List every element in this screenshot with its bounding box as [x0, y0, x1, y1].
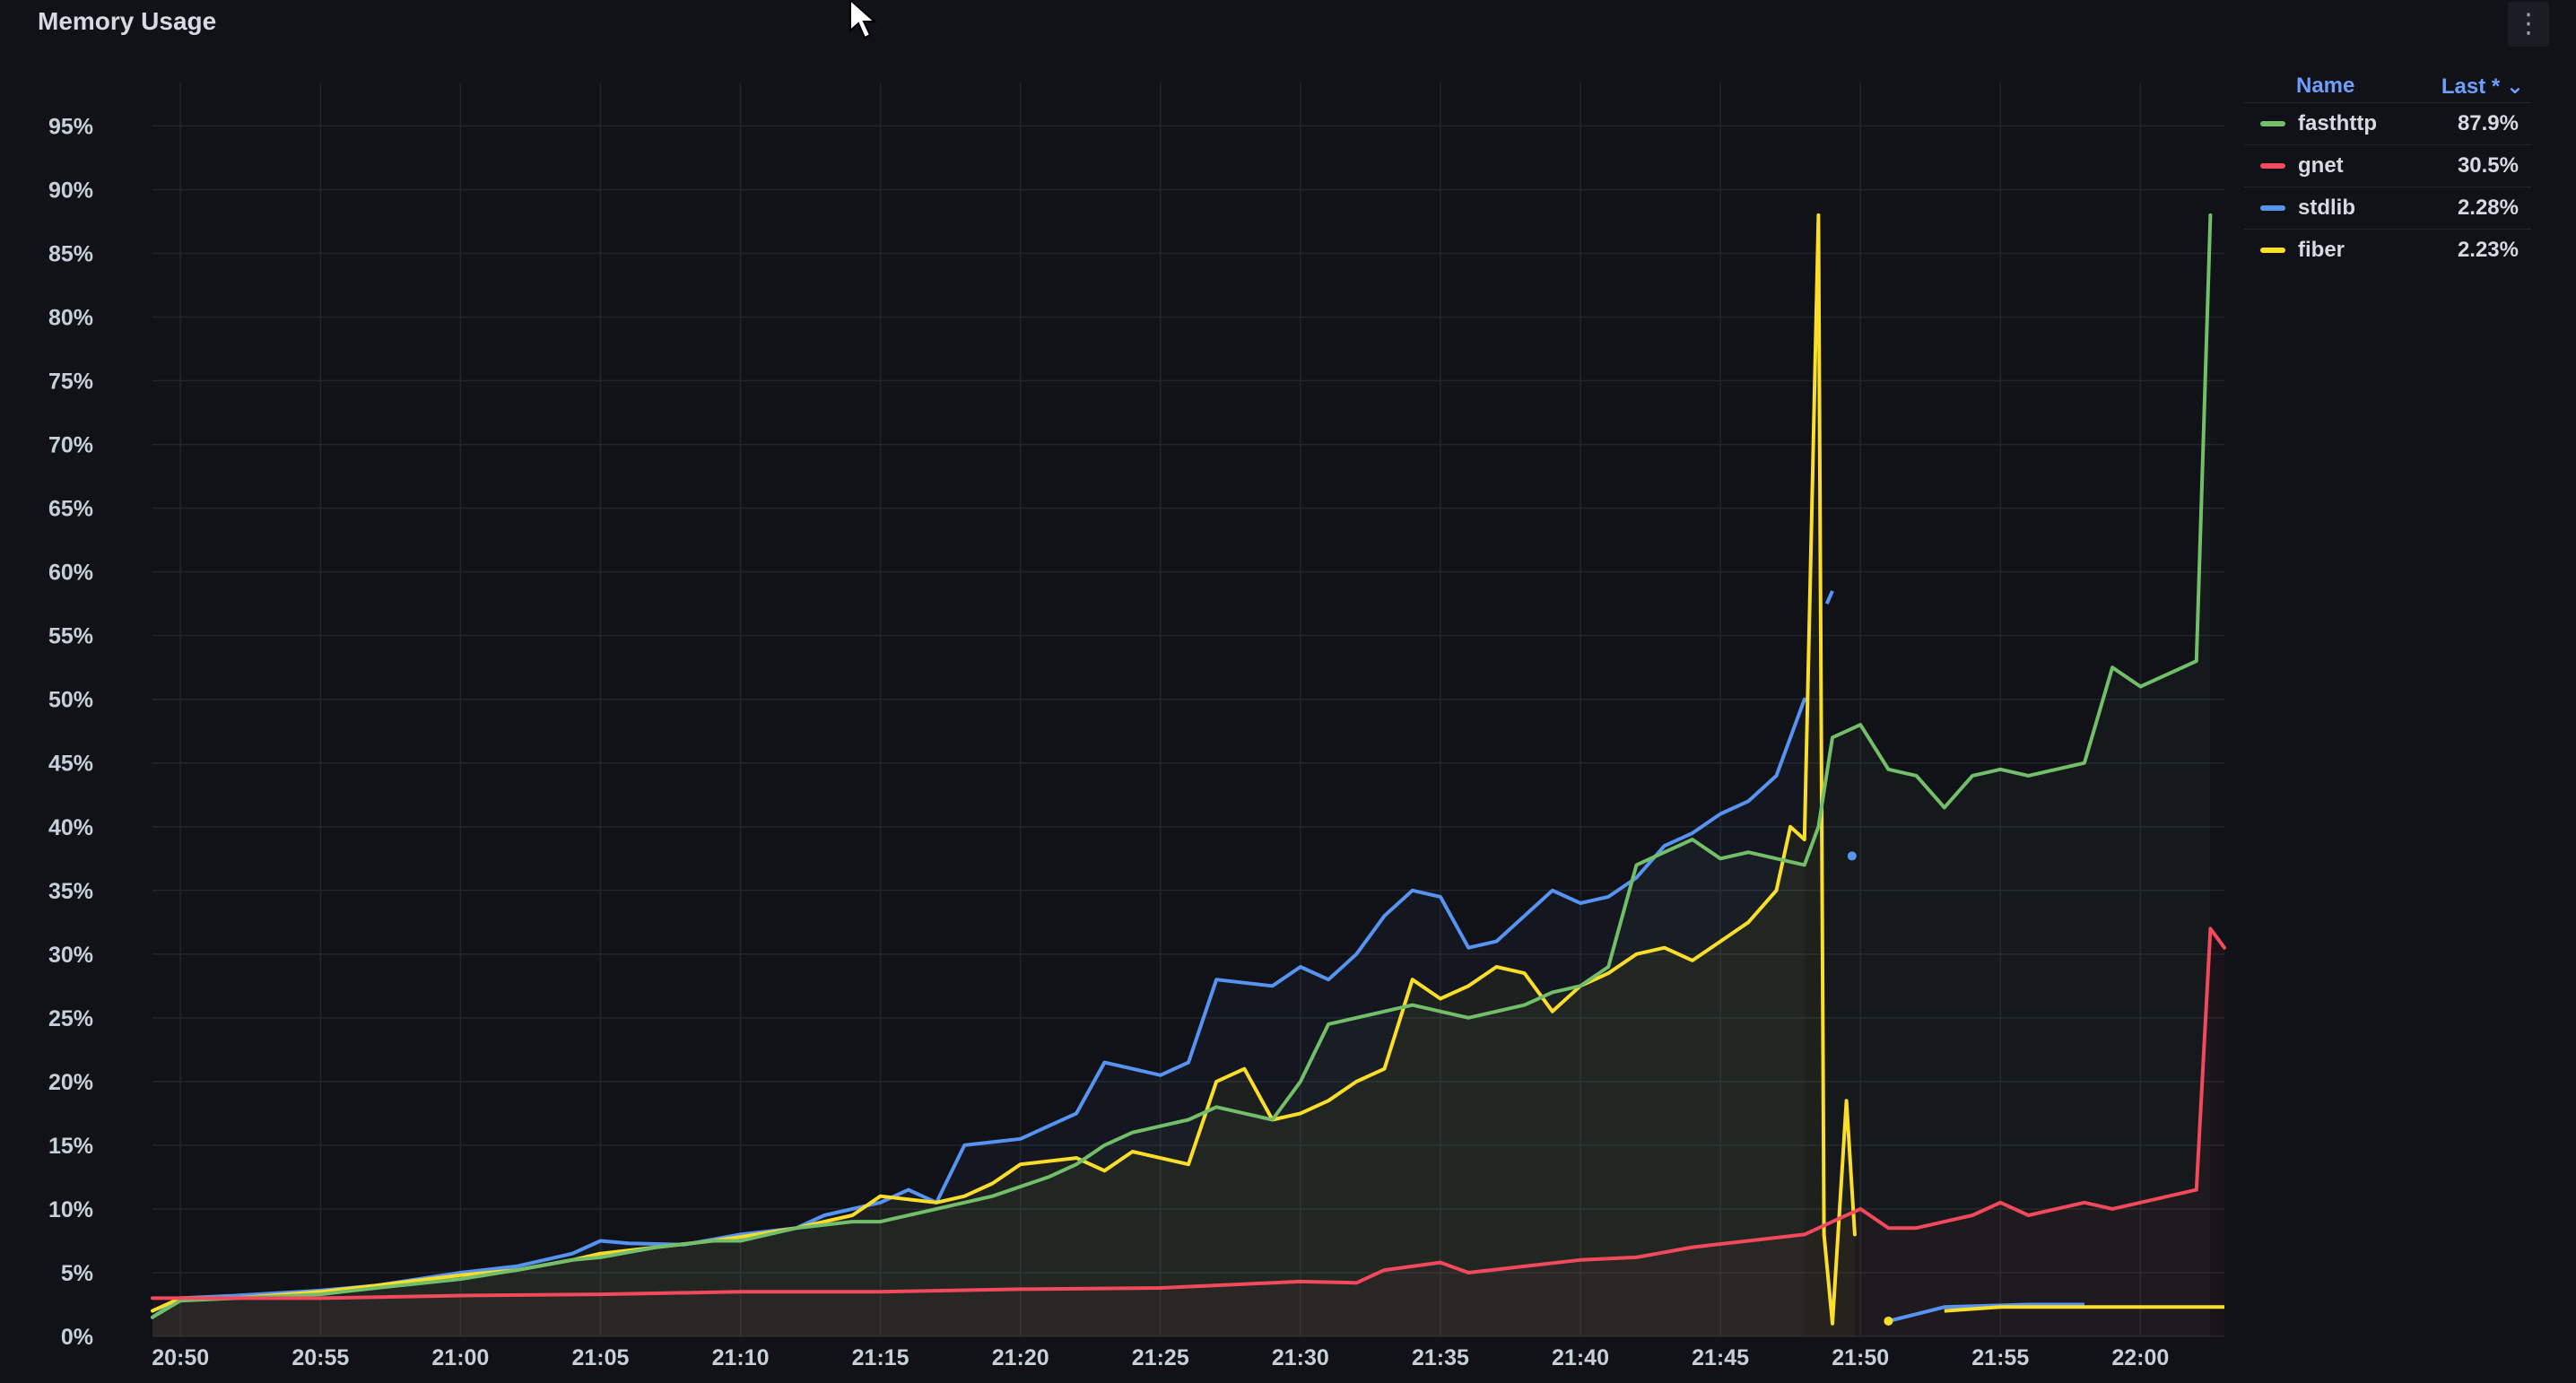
y-tick-label: 30%: [48, 943, 93, 968]
series-tail-fiber: [1944, 1305, 2224, 1313]
series-area-stdlib: [152, 699, 1805, 1336]
legend-swatch: [2260, 121, 2285, 126]
series-line-stdlib: [151, 697, 1806, 1319]
legend-last-value: 30.5%: [2457, 153, 2519, 178]
x-tick-label: 20:50: [152, 1345, 209, 1370]
legend-name-header[interactable]: Name: [2296, 74, 2355, 98]
legend-item-gnet[interactable]: gnet 30.5%: [2244, 144, 2531, 187]
series-area-fiber: [152, 214, 1855, 1336]
legend-last-value: 2.23%: [2457, 238, 2519, 262]
legend-series-name: fasthttp: [2298, 111, 2377, 135]
y-tick-label: 80%: [48, 306, 93, 331]
y-tick-label: 45%: [48, 752, 93, 777]
y-tick-label: 20%: [48, 1070, 93, 1095]
legend-header: Name Last * ⌄: [2244, 70, 2531, 102]
legend-item-stdlib[interactable]: stdlib 2.28%: [2244, 187, 2531, 229]
x-tick-label: 21:25: [1132, 1345, 1189, 1370]
y-tick-label: 95%: [48, 114, 93, 139]
more-vertical-icon[interactable]: ⋮: [2508, 2, 2549, 47]
panel-title: Memory Usage: [38, 7, 217, 35]
x-tick-label: 21:40: [1552, 1345, 1609, 1370]
series-area-fasthttp: [152, 214, 2211, 1336]
y-tick-label: 5%: [61, 1261, 93, 1286]
legend-item-fasthttp[interactable]: fasthttp 87.9%: [2244, 102, 2531, 144]
y-tick-label: 15%: [48, 1134, 93, 1159]
legend-series-name: gnet: [2298, 153, 2344, 178]
y-tick-label: 75%: [48, 370, 93, 395]
x-tick-label: 21:05: [571, 1345, 629, 1370]
legend-item-fiber[interactable]: fiber 2.23%: [2244, 229, 2531, 271]
series-point-stdlib: [1847, 851, 1857, 861]
y-tick-label: 65%: [48, 497, 93, 522]
legend-series-name: fiber: [2298, 238, 2345, 262]
y-tick-label: 0%: [61, 1325, 93, 1350]
y-tick-label: 70%: [48, 433, 93, 458]
y-tick-label: 40%: [48, 815, 93, 840]
x-tick-label: 21:30: [1272, 1345, 1329, 1370]
series-line-gnet: [151, 926, 2226, 1300]
x-tick-label: 21:20: [992, 1345, 1049, 1370]
legend-series-name: stdlib: [2298, 196, 2355, 220]
y-tick-label: 50%: [48, 688, 93, 713]
x-tick-label: 21:35: [1412, 1345, 1469, 1370]
x-tick-label: 21:10: [712, 1345, 770, 1370]
x-tick-label: 21:15: [852, 1345, 909, 1370]
legend: Name Last * ⌄ fasthttp 87.9% gnet 30.5% …: [2244, 70, 2531, 271]
x-tick-label: 21:45: [1692, 1345, 1749, 1370]
y-tick-label: 25%: [48, 1006, 93, 1031]
series-line-fasthttp: [151, 213, 2213, 1319]
legend-last-header[interactable]: Last * ⌄: [2441, 74, 2524, 99]
series-segment-stdlib: [1824, 590, 1834, 605]
legend-swatch: [2260, 248, 2285, 253]
legend-swatch: [2260, 163, 2285, 169]
y-tick-label: 85%: [48, 241, 93, 266]
y-tick-label: 55%: [48, 624, 93, 649]
legend-swatch: [2260, 205, 2285, 211]
x-tick-label: 22:00: [2111, 1345, 2169, 1370]
x-tick-label: 20:55: [292, 1345, 349, 1370]
legend-last-value: 2.28%: [2457, 196, 2519, 220]
mouse-pointer-icon: [849, 0, 877, 39]
series-tail-stdlib: [1887, 1302, 2084, 1323]
series-area-gnet: [152, 928, 2224, 1336]
x-tick-label: 21:55: [1971, 1345, 2029, 1370]
legend-last-value: 87.9%: [2457, 111, 2519, 135]
y-tick-label: 60%: [48, 561, 93, 586]
x-tick-label: 21:00: [431, 1345, 489, 1370]
x-tick-label: 21:50: [1832, 1345, 1889, 1370]
series-point-fiber: [1884, 1316, 1893, 1326]
memory-usage-chart: 0% 5% 10% 15% 20% 25% 30% 35% 40% 45% 50% 55% 60% 65%…: [48, 83, 2226, 1370]
y-tick-label: 10%: [48, 1197, 93, 1222]
y-tick-label: 35%: [48, 879, 93, 904]
y-tick-label: 90%: [48, 178, 93, 203]
